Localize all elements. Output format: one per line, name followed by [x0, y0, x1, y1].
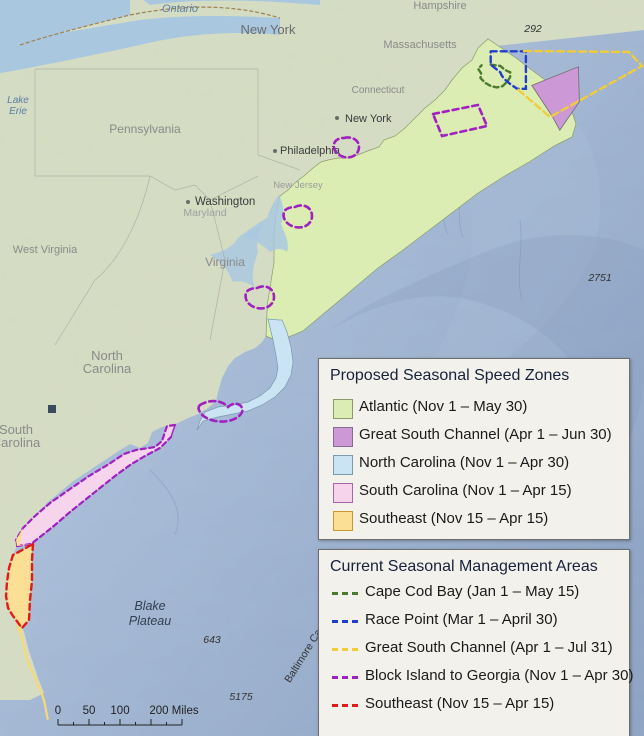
svg-text:50: 50	[83, 705, 96, 717]
svg-text:Hampshire: Hampshire	[413, 0, 466, 12]
svg-text:Carolina: Carolina	[83, 361, 132, 376]
svg-text:Virginia: Virginia	[205, 255, 245, 269]
svg-text:Erie: Erie	[9, 106, 27, 117]
svg-text:Blake: Blake	[134, 599, 165, 613]
svg-text:Lake: Lake	[7, 95, 29, 106]
svg-text:West Virginia: West Virginia	[13, 244, 78, 256]
svg-text:Massachusetts: Massachusetts	[383, 39, 457, 51]
svg-text:Maryland: Maryland	[183, 207, 226, 219]
svg-text:Ontario: Ontario	[162, 3, 198, 15]
svg-text:200 Miles: 200 Miles	[149, 705, 198, 717]
svg-text:Connecticut: Connecticut	[352, 85, 405, 96]
svg-text:292: 292	[523, 23, 542, 35]
svg-text:Plateau: Plateau	[129, 614, 171, 628]
svg-text:2751: 2751	[587, 272, 611, 284]
svg-text:Carolina: Carolina	[0, 435, 41, 450]
svg-text:New York: New York	[345, 113, 392, 125]
svg-text:Pennsylvania: Pennsylvania	[109, 122, 181, 136]
svg-text:643: 643	[203, 634, 221, 646]
svg-text:Philadelphia: Philadelphia	[280, 145, 341, 157]
svg-text:100: 100	[110, 705, 129, 717]
svg-text:0: 0	[55, 705, 61, 717]
svg-text:New York: New York	[241, 22, 296, 37]
svg-text:New Jersey: New Jersey	[273, 180, 323, 191]
svg-text:5175: 5175	[229, 691, 253, 703]
